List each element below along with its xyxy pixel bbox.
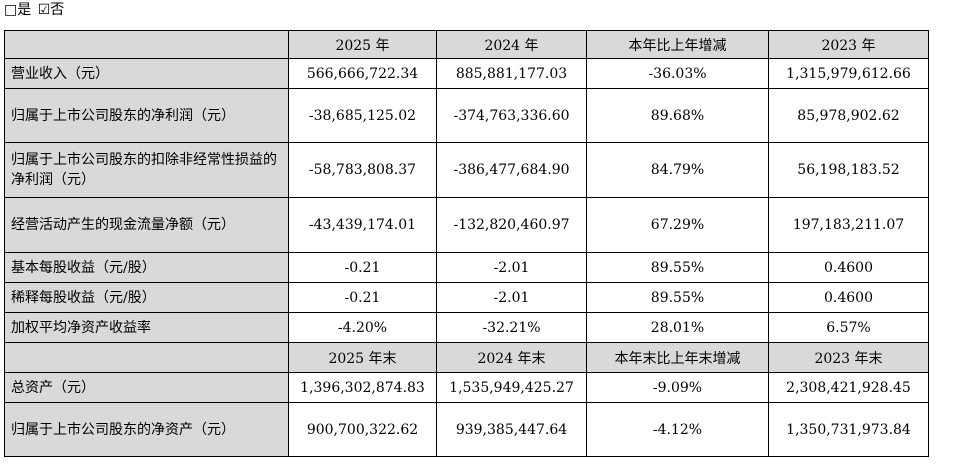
table-row: 营业收入（元） 566,666,722.34 885,881,177.03 -3… <box>4 58 929 89</box>
value-cell: 2,308,421,928.45 <box>768 372 929 403</box>
financial-summary-table: 2025 年 2024 年 本年比上年增减 2023 年 营业收入（元） 566… <box>4 30 929 457</box>
value-cell: 939,385,447.64 <box>436 402 587 457</box>
table-row: 经营活动产生的现金流量净额（元） -43,439,174.01 -132,820… <box>4 197 929 253</box>
value-cell: 1,396,302,874.83 <box>288 372 437 403</box>
value-cell: -9.09% <box>586 372 769 403</box>
value-cell: 28.01% <box>586 312 769 343</box>
row-label: 归属于上市公司股东的扣除非经常性损益的净利润（元） <box>4 142 289 198</box>
table-row: 稀释每股收益（元/股） -0.21 -2.01 89.55% 0.4600 <box>4 282 929 313</box>
option-yes: □是 <box>4 2 32 18</box>
value-cell: 0.4600 <box>768 282 929 313</box>
header-cell-2023-end: 2023 年末 <box>768 342 929 373</box>
value-cell: 89.55% <box>586 252 769 283</box>
value-cell: 566,666,722.34 <box>288 58 437 89</box>
value-cell: -2.01 <box>436 282 587 313</box>
value-cell: -36.03% <box>586 58 769 89</box>
table-row: 总资产（元） 1,396,302,874.83 1,535,949,425.27… <box>4 372 929 403</box>
value-cell: -58,783,808.37 <box>288 142 437 198</box>
value-cell: 197,183,211.07 <box>768 197 929 253</box>
value-cell: 1,350,731,973.84 <box>768 402 929 457</box>
row-label: 稀释每股收益（元/股） <box>4 282 289 313</box>
row-label: 总资产（元） <box>4 372 289 403</box>
value-cell: -386,477,684.90 <box>436 142 587 198</box>
header-cell-2025: 2025 年 <box>288 30 437 59</box>
value-cell: 6.57% <box>768 312 929 343</box>
row-label: 加权平均净资产收益率 <box>4 312 289 343</box>
row-label: 经营活动产生的现金流量净额（元） <box>4 197 289 253</box>
value-cell: -4.12% <box>586 402 769 457</box>
value-cell: -132,820,460.97 <box>436 197 587 253</box>
table-row: 基本每股收益（元/股） -0.21 -2.01 89.55% 0.4600 <box>4 252 929 283</box>
row-label: 归属于上市公司股东的净利润（元） <box>4 88 289 143</box>
value-cell: 1,315,979,612.66 <box>768 58 929 89</box>
table-row: 归属于上市公司股东的扣除非经常性损益的净利润（元） -58,783,808.37… <box>4 142 929 198</box>
header-cell-end-change: 本年末比上年末增减 <box>586 342 769 373</box>
table-header-row: 2025 年 2024 年 本年比上年增减 2023 年 <box>4 30 929 59</box>
header-cell-2025-end: 2025 年末 <box>288 342 437 373</box>
value-cell: -32.21% <box>436 312 587 343</box>
value-cell: 0.4600 <box>768 252 929 283</box>
row-label: 营业收入（元） <box>4 58 289 89</box>
value-cell: 85,978,902.62 <box>768 88 929 143</box>
header-cell-2023: 2023 年 <box>768 30 929 59</box>
value-cell: -2.01 <box>436 252 587 283</box>
value-cell: -0.21 <box>288 282 437 313</box>
value-cell: 56,198,183.52 <box>768 142 929 198</box>
value-cell: 1,535,949,425.27 <box>436 372 587 403</box>
value-cell: -0.21 <box>288 252 437 283</box>
value-cell: 84.79% <box>586 142 769 198</box>
table-row: 归属于上市公司股东的净资产（元） 900,700,322.62 939,385,… <box>4 402 929 457</box>
table-subheader-row: 2025 年末 2024 年末 本年末比上年末增减 2023 年末 <box>4 342 929 373</box>
header-cell-corner <box>4 342 289 373</box>
value-cell: -4.20% <box>288 312 437 343</box>
value-cell: 89.55% <box>586 282 769 313</box>
value-cell: -38,685,125.02 <box>288 88 437 143</box>
value-cell: 900,700,322.62 <box>288 402 437 457</box>
value-cell: 67.29% <box>586 197 769 253</box>
table-row: 归属于上市公司股东的净利润（元） -38,685,125.02 -374,763… <box>4 88 929 143</box>
value-cell: 89.68% <box>586 88 769 143</box>
header-cell-2024: 2024 年 <box>436 30 587 59</box>
table-row: 加权平均净资产收益率 -4.20% -32.21% 28.01% 6.57% <box>4 312 929 343</box>
row-label: 归属于上市公司股东的净资产（元） <box>4 402 289 457</box>
value-cell: -43,439,174.01 <box>288 197 437 253</box>
value-cell: -374,763,336.60 <box>436 88 587 143</box>
row-label: 基本每股收益（元/股） <box>4 252 289 283</box>
header-cell-change: 本年比上年增减 <box>586 30 769 59</box>
consolidation-options: □是 ☑否 <box>4 1 66 19</box>
option-no: ☑否 <box>37 2 65 18</box>
header-cell-corner <box>4 30 289 59</box>
value-cell: 885,881,177.03 <box>436 58 587 89</box>
header-cell-2024-end: 2024 年末 <box>436 342 587 373</box>
